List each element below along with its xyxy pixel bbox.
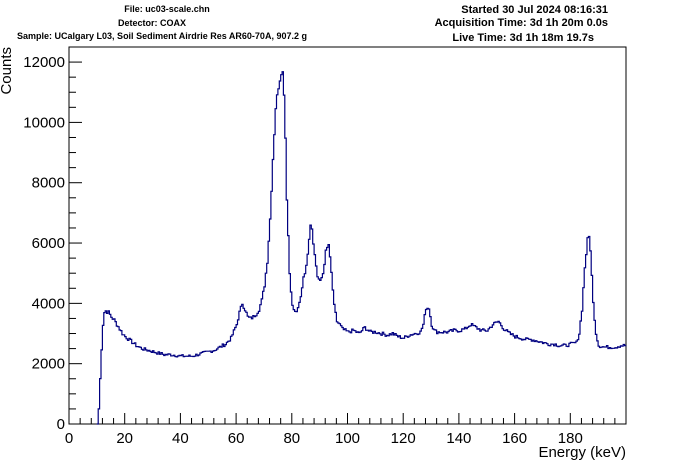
live-time-label: Live Time: 3d 1h 18m 19.7s: [452, 32, 594, 44]
x-tick-label: 20: [116, 430, 133, 447]
spectrum-line: [96, 71, 627, 425]
started-label: Started 30 Jul 2024 08:16:31: [461, 4, 608, 16]
y-axis-title: Counts: [0, 47, 15, 95]
detector-label: Detector: COAX: [117, 18, 187, 28]
y-tick-label: 0: [57, 416, 65, 433]
x-tick-label: 40: [172, 430, 189, 447]
plot-frame: [68, 46, 627, 425]
acquisition-time-label: Acquisition Time: 3d 1h 20m 0.0s: [434, 17, 608, 29]
x-tick-label: 100: [335, 430, 360, 447]
y-axis: [69, 46, 82, 425]
x-tick-label: 180: [558, 430, 583, 447]
x-axis-title: Energy (keV): [538, 444, 626, 461]
x-tick-label: 60: [228, 430, 245, 447]
x-tick-label: 120: [391, 430, 416, 447]
y-tick-label: 8000: [32, 175, 65, 192]
x-axis: [68, 413, 627, 424]
x-tick-label: 140: [446, 430, 471, 447]
x-tick-label: 80: [283, 430, 300, 447]
x-tick-labels: 0 20 40 60 80 100 120 140 160 180: [65, 430, 583, 447]
sample-label: Sample: UCalgary L03, Soil Sediment Aird…: [17, 31, 307, 41]
y-tick-label: 10000: [23, 114, 65, 131]
y-tick-labels: 0 2000 4000 6000 8000 10000 12000: [23, 54, 65, 433]
x-tick-label: 0: [65, 430, 73, 447]
x-tick-label: 160: [502, 430, 527, 447]
y-tick-label: 12000: [23, 54, 65, 71]
file-label: File: uc03-scale.chn: [124, 4, 210, 14]
y-tick-label: 2000: [32, 356, 65, 373]
y-tick-label: 6000: [32, 235, 65, 252]
y-tick-label: 4000: [32, 295, 65, 312]
